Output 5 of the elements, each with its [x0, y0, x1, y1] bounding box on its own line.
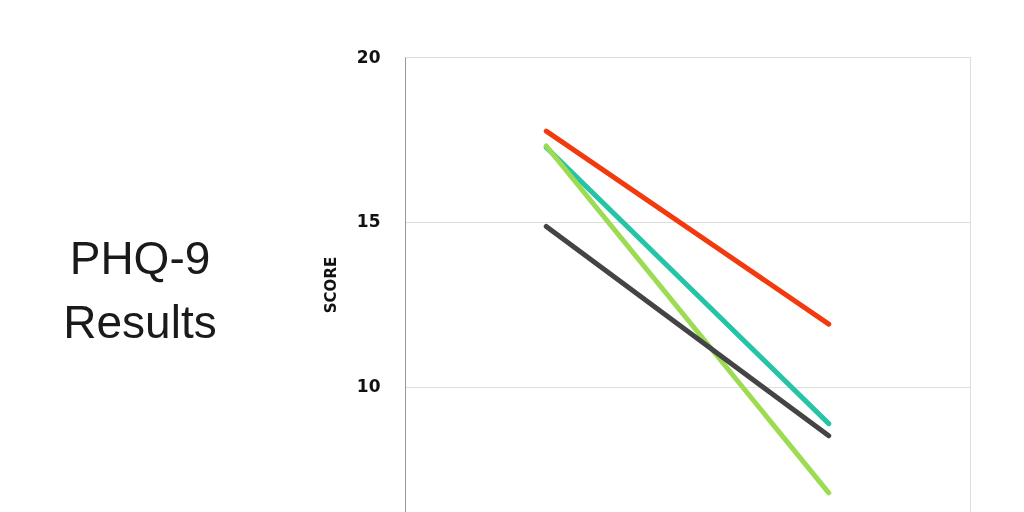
y-tick-label: 15 [356, 211, 381, 232]
text: PHQ-9 Results [63, 232, 217, 348]
y-axis-title: SCORE [321, 256, 340, 314]
y-tick-label: 20 [356, 46, 381, 67]
y-tick-label: 10 [356, 376, 381, 397]
